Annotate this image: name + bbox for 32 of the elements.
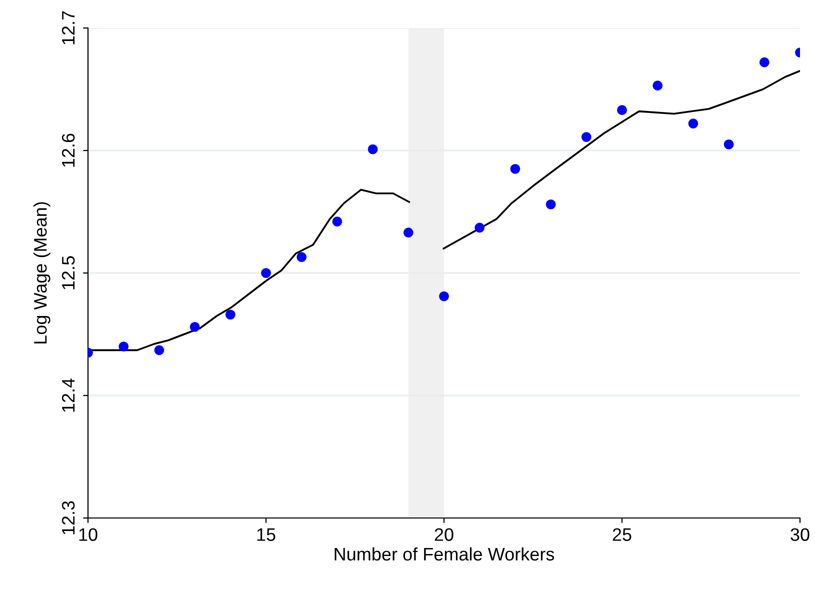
point — [581, 132, 592, 142]
x-tick-label: 20 — [434, 528, 454, 541]
y-axis-title: Log Wage (Mean) — [34, 202, 50, 344]
line-series — [442, 70, 800, 250]
x-tick-label: 30 — [790, 528, 810, 541]
point — [190, 322, 200, 332]
x-tick-label: 15 — [257, 528, 276, 541]
point — [225, 310, 236, 320]
point — [652, 80, 663, 90]
y-tick-label: 12.3 — [62, 501, 75, 534]
y-tick-label: 12.4 — [62, 378, 75, 412]
point — [617, 105, 627, 115]
point — [261, 268, 271, 278]
point — [296, 252, 307, 262]
point — [474, 222, 485, 233]
y-tick-label: 12.7 — [62, 11, 75, 44]
point — [510, 164, 520, 174]
x-axis-title: Number of Female Workers — [334, 547, 554, 561]
point — [403, 228, 414, 238]
point — [724, 139, 734, 150]
point — [332, 216, 342, 226]
y-tick-label: 12.6 — [62, 134, 75, 167]
point — [439, 291, 449, 302]
point — [688, 118, 698, 128]
x-tick-label: 25 — [612, 528, 632, 541]
point — [546, 199, 556, 210]
x-tick-label: 10 — [79, 528, 98, 541]
y-tick-label: 12.5 — [62, 256, 75, 290]
point — [368, 144, 378, 154]
point — [759, 57, 770, 68]
point — [118, 342, 129, 352]
point — [154, 345, 164, 356]
